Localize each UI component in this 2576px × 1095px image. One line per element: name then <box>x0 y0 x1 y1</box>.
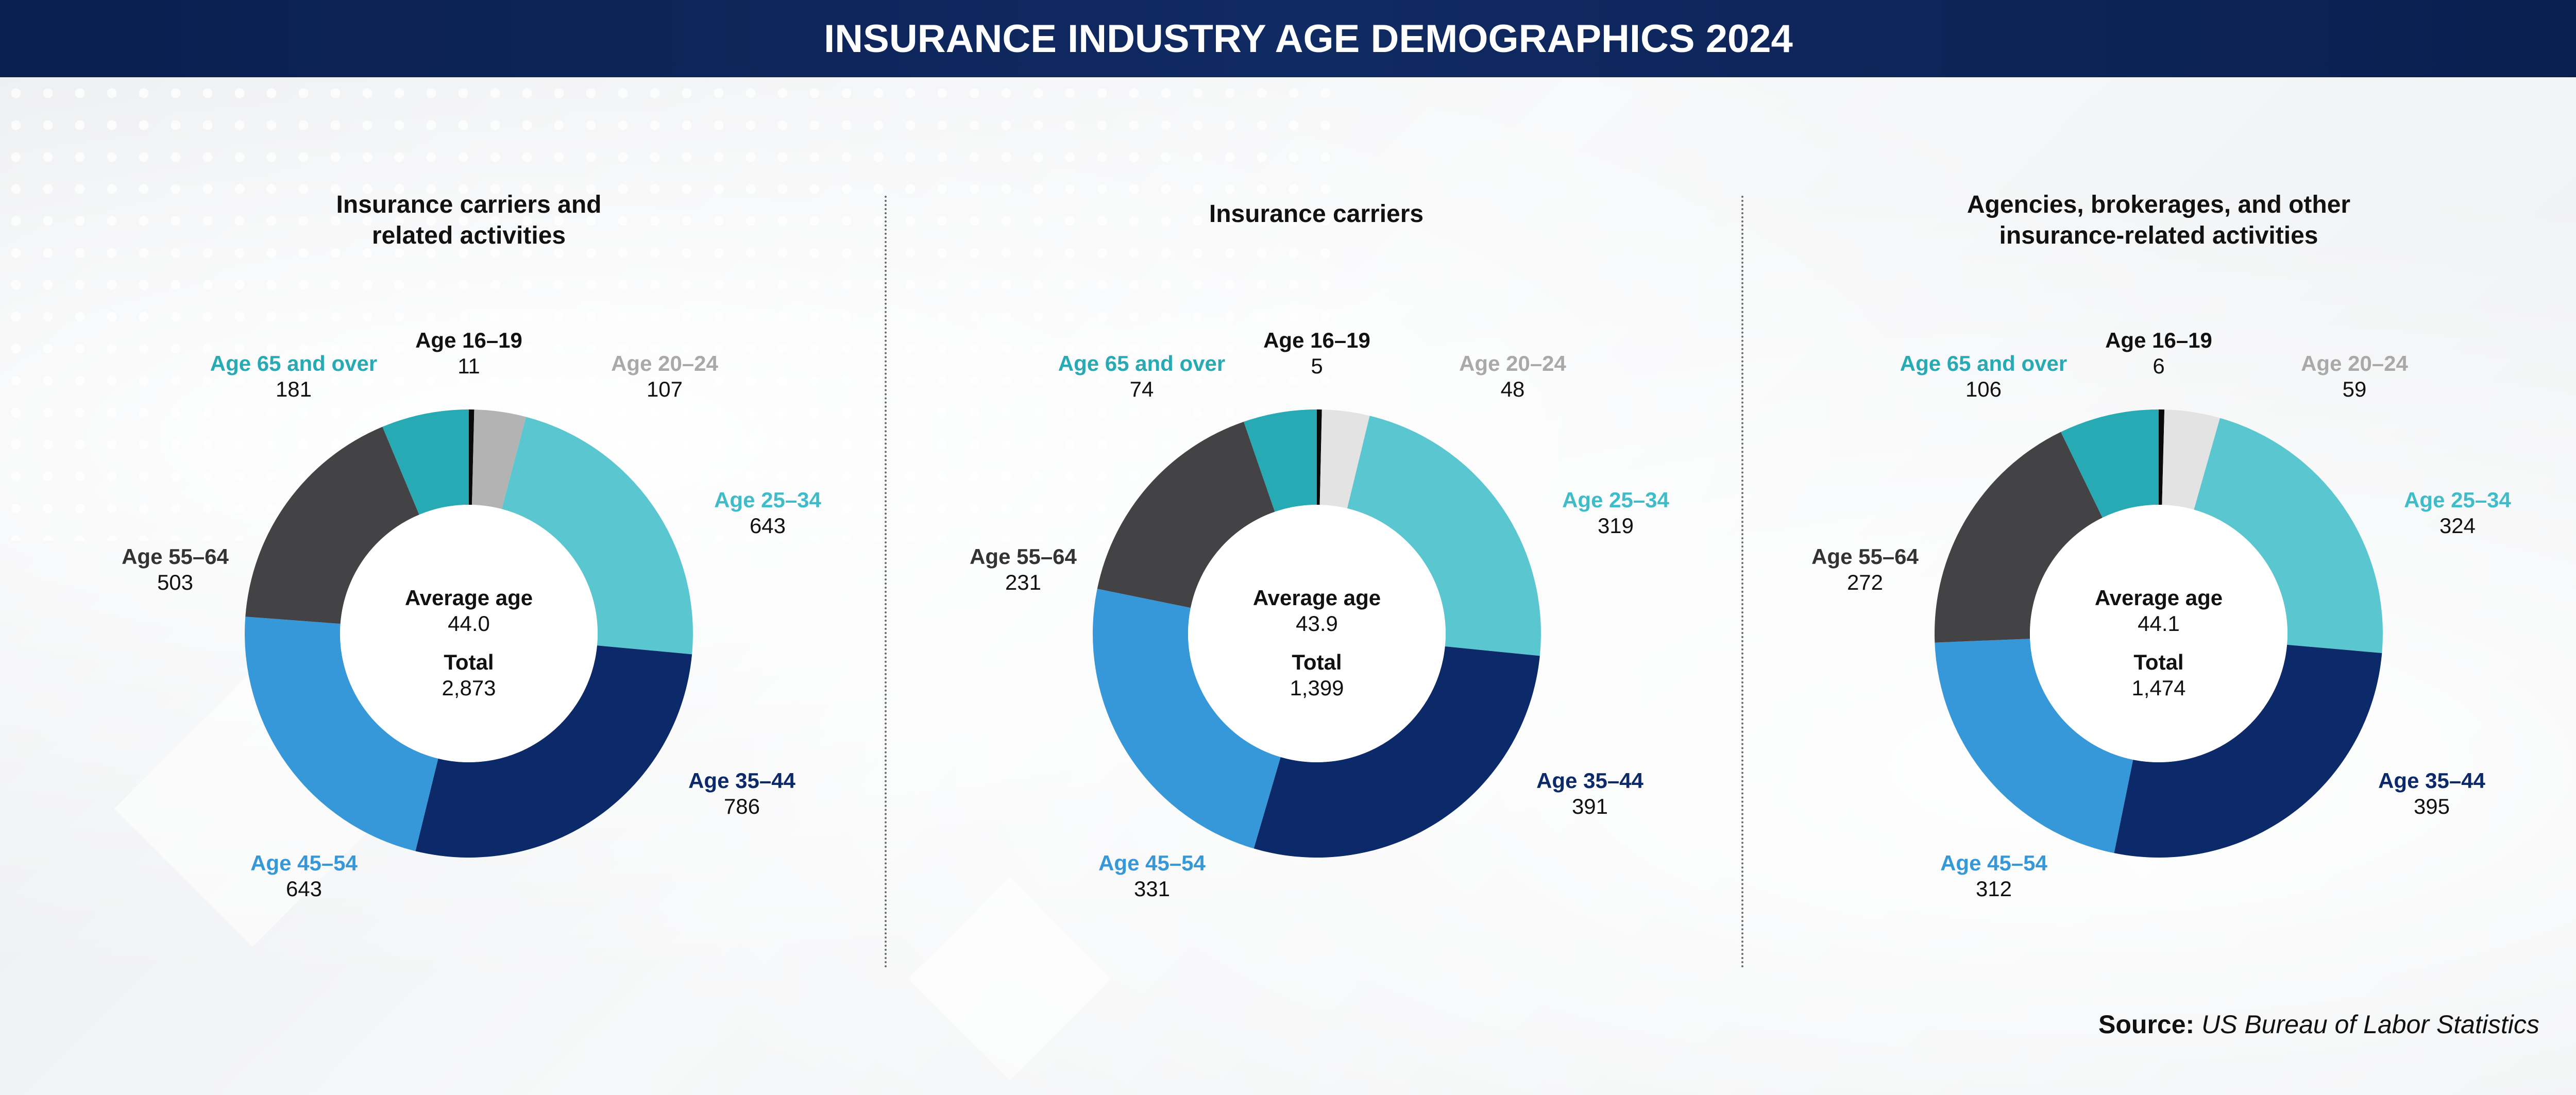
pie-slice <box>245 426 419 624</box>
pie-slice <box>2159 409 2165 505</box>
slice-category-label: Age 45–54 <box>250 851 358 875</box>
slice-category-label: Age 35–44 <box>1536 768 1643 793</box>
slice-value-label: 312 <box>1976 877 2012 901</box>
slice-value-label: 59 <box>2343 377 2367 401</box>
slice-category-label: Age 55–64 <box>970 544 1077 569</box>
chart-title-line: Insurance carriers and <box>336 191 602 218</box>
slice-value-label: 11 <box>457 354 480 378</box>
pie-slice <box>2061 409 2159 518</box>
slice-value-label: 331 <box>1134 877 1170 901</box>
slice-value-label: 74 <box>1130 377 1154 401</box>
slice-category-label: Age 55–64 <box>1811 544 1919 569</box>
source-value: US Bureau of Labor Statistics <box>2201 1010 2539 1039</box>
chart-title-line: related activities <box>371 222 566 249</box>
panel-divider <box>885 196 887 968</box>
slice-value-label: 324 <box>2439 514 2476 538</box>
slice-category-label: Age 16–19 <box>415 328 522 352</box>
pie-slice <box>244 617 438 851</box>
slice-value-label: 786 <box>724 794 760 818</box>
page-title: INSURANCE INDUSTRY AGE DEMOGRAPHICS 2024 <box>824 16 1793 61</box>
pie-slice <box>2194 418 2383 653</box>
slice-category-label: Age 35–44 <box>688 768 795 793</box>
slice-category-label: Age 65 and over <box>210 351 377 375</box>
pie-slice <box>501 417 693 655</box>
pie-slice <box>1319 409 1370 509</box>
pie-slice <box>1244 409 1317 512</box>
center-value: 1,399 <box>1290 676 1344 700</box>
panel-divider <box>1741 196 1743 968</box>
donut-hole <box>2030 505 2287 762</box>
slice-value-label: 48 <box>1501 377 1525 401</box>
center-value: 44.1 <box>2138 611 2180 636</box>
chart-title-3: Agencies, brokerages, and other insuranc… <box>1824 190 2494 251</box>
center-value: 44.0 <box>448 611 490 636</box>
donut-hole <box>1188 505 1446 762</box>
slice-category-label: Age 55–64 <box>122 544 229 569</box>
slice-category-label: Age 20–24 <box>2301 351 2408 375</box>
slice-category-label: Age 25–34 <box>2404 488 2511 512</box>
chart-title-2: Insurance carriers <box>981 199 1651 230</box>
pie-slice <box>2162 409 2220 510</box>
slice-category-label: Age 65 and over <box>1900 351 2067 375</box>
slice-category-label: Age 20–24 <box>1459 351 1566 375</box>
pie-slice <box>472 409 526 509</box>
center-value: 1,474 <box>2131 676 2185 700</box>
pie-slice <box>1935 432 2103 643</box>
source-label: Source: <box>2098 1010 2195 1039</box>
pie-slice <box>415 645 692 858</box>
slice-category-label: Age 45–54 <box>1098 851 1206 875</box>
slice-value-label: 272 <box>1847 570 1883 594</box>
slice-value-label: 503 <box>157 570 193 594</box>
center-value: 43.9 <box>1296 611 1338 636</box>
slice-value-label: 643 <box>750 514 786 538</box>
chart-title-line: Agencies, brokerages, and other <box>1967 191 2351 218</box>
pie-slice <box>1935 639 2133 853</box>
center-label: Average age <box>2095 586 2223 610</box>
slice-value-label: 231 <box>1005 570 1041 594</box>
slice-category-label: Age 25–34 <box>714 488 821 512</box>
slice-value-label: 391 <box>1572 794 1608 818</box>
chart-title-line: insurance-related activities <box>1999 222 2318 249</box>
pie-slice <box>1093 589 1281 849</box>
slice-category-label: Age 25–34 <box>1562 488 1669 512</box>
chart-title-line: Insurance carriers <box>1209 200 1424 228</box>
slice-value-label: 107 <box>647 377 683 401</box>
slice-value-label: 319 <box>1598 514 1634 538</box>
pie-slice <box>1317 409 1322 505</box>
center-label: Total <box>2133 650 2183 674</box>
donut-hole <box>340 505 598 762</box>
pie-slice <box>1347 416 1541 656</box>
slice-category-label: Age 16–19 <box>1263 328 1370 352</box>
center-label: Total <box>1292 650 1342 674</box>
slice-category-label: Age 45–54 <box>1940 851 2047 875</box>
chart-title-1: Insurance carriers and related activitie… <box>134 190 804 251</box>
slice-value-label: 6 <box>2153 354 2164 378</box>
pie-slice <box>469 409 474 505</box>
background-dot-pattern <box>0 77 1340 541</box>
pie-slice <box>2114 644 2382 858</box>
slice-category-label: Age 35–44 <box>2378 768 2485 793</box>
slice-value-label: 106 <box>1965 377 2002 401</box>
header-bar: INSURANCE INDUSTRY AGE DEMOGRAPHICS 2024 <box>0 0 2576 77</box>
pie-slice <box>1097 421 1275 608</box>
slice-value-label: 395 <box>2414 794 2450 818</box>
pie-slice <box>382 409 469 515</box>
pie-slice <box>1253 646 1540 858</box>
slice-category-label: Age 20–24 <box>611 351 718 375</box>
slice-value-label: 181 <box>276 377 312 401</box>
slice-category-label: Age 16–19 <box>2105 328 2212 352</box>
center-label: Total <box>444 650 494 674</box>
slice-category-label: Age 65 and over <box>1058 351 1225 375</box>
slice-value-label: 643 <box>286 877 322 901</box>
center-label: Average age <box>1253 586 1381 610</box>
source-note: Source: US Bureau of Labor Statistics <box>2098 1010 2539 1039</box>
center-value: 2,873 <box>442 676 496 700</box>
center-label: Average age <box>405 586 533 610</box>
slice-value-label: 5 <box>1311 354 1323 378</box>
